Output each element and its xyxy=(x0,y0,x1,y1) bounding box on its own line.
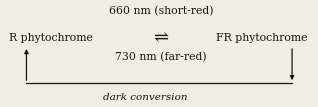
Text: 660 nm (short-red): 660 nm (short-red) xyxy=(108,6,213,16)
Text: 730 nm (far-red): 730 nm (far-red) xyxy=(115,51,207,62)
Text: R phytochrome: R phytochrome xyxy=(9,33,93,43)
Text: ⇌: ⇌ xyxy=(153,29,168,47)
Text: dark conversion: dark conversion xyxy=(103,93,188,102)
Text: FR phytochrome: FR phytochrome xyxy=(216,33,307,43)
